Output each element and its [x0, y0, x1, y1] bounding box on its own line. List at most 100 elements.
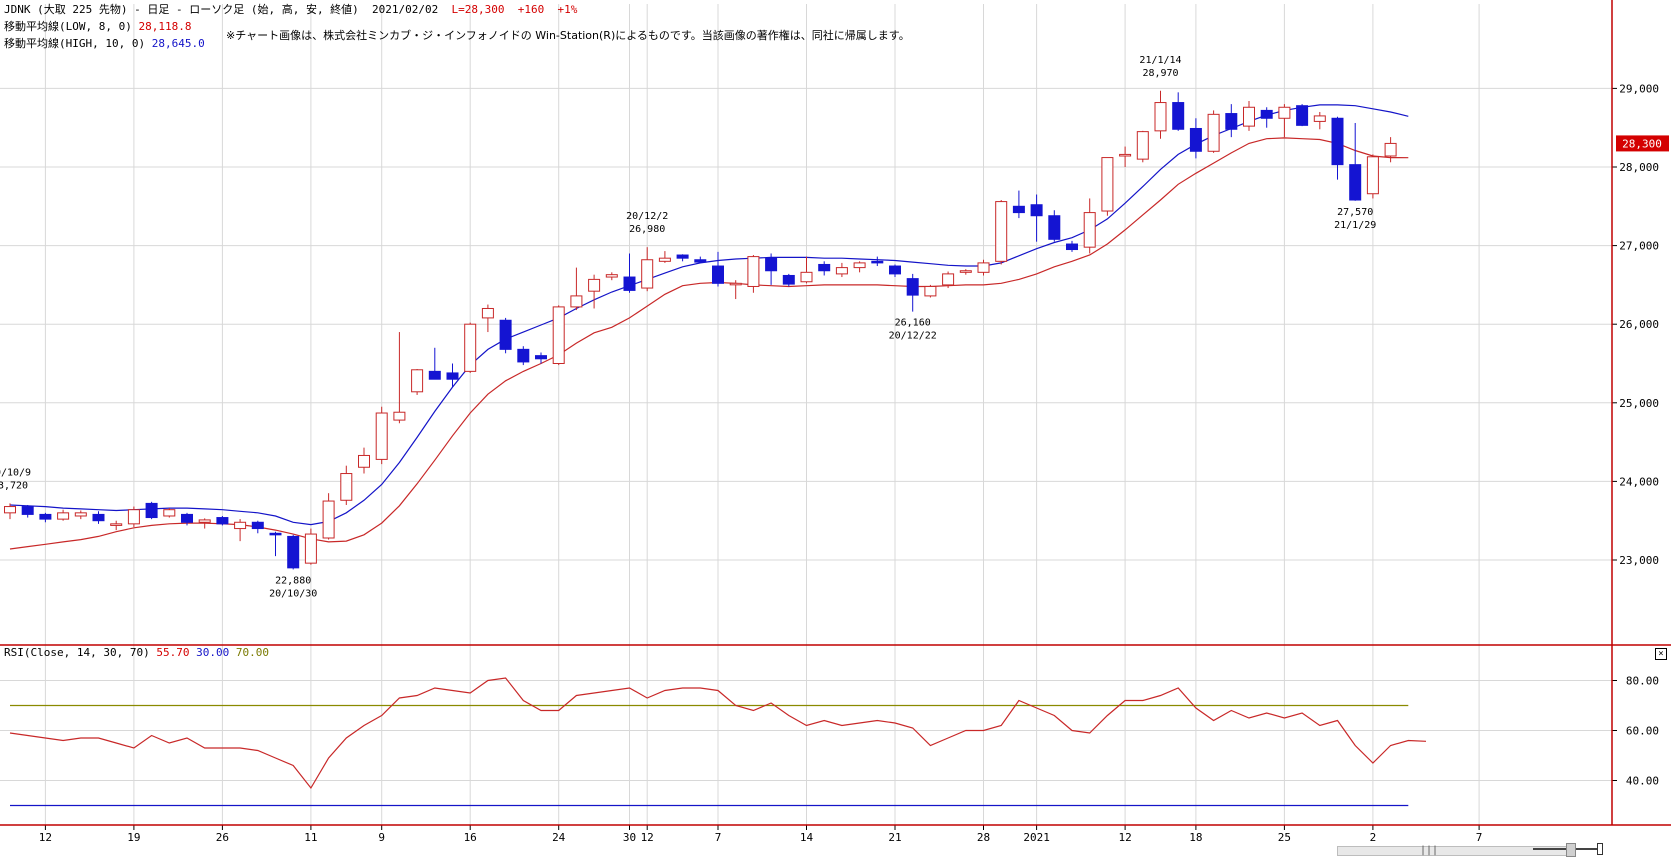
candle-body: [995, 201, 1008, 262]
candle-body: [428, 370, 441, 380]
zoom-slider-knob[interactable]: [1597, 843, 1603, 855]
candle-body: [1048, 215, 1061, 240]
candle-body: [1136, 131, 1149, 160]
candle-body: [1066, 243, 1078, 251]
candle-body: [1101, 157, 1114, 212]
candle: [747, 255, 760, 293]
peak-value-label: 23,720: [0, 480, 28, 491]
candle-body: [977, 262, 990, 273]
candle-body: [358, 454, 370, 468]
candle: [552, 305, 565, 366]
candle-body: [216, 517, 229, 525]
candle: [1189, 118, 1202, 159]
close-panel-icon[interactable]: ×: [1655, 648, 1667, 660]
candle: [623, 253, 636, 293]
chart-title: JDNK (大取 225 先物) - 日足 - ローソク足 (始, 高, 安, …: [4, 3, 577, 17]
candle: [375, 406, 388, 465]
copyright-notice: ※チャート画像は、株式会社ミンカブ・ジ・インフォノイドの Win-Station…: [226, 29, 910, 42]
candle-body: [765, 257, 778, 272]
candle-body: [818, 263, 831, 272]
candle-body: [1030, 204, 1043, 217]
candle: [942, 271, 955, 289]
trough-date-label: 21/1/29: [1334, 220, 1376, 231]
time-tick-label: 7: [715, 831, 722, 844]
candle: [835, 262, 848, 278]
candle: [871, 256, 884, 267]
peak-value-label: 26,980: [629, 224, 665, 235]
candle: [446, 363, 459, 388]
candle: [605, 272, 618, 281]
candle: [198, 518, 211, 529]
candle-body: [889, 265, 901, 275]
candle: [1101, 157, 1114, 216]
time-tick-label: 28: [977, 831, 990, 844]
time-tick-label: 26: [216, 831, 229, 844]
candle-body: [658, 257, 671, 262]
candle: [428, 347, 441, 380]
candle: [1119, 146, 1132, 167]
candle: [234, 519, 247, 542]
ma-high-value: 28,645.0: [151, 37, 205, 50]
candle: [1313, 111, 1326, 130]
candle: [322, 493, 335, 540]
candle: [127, 506, 140, 527]
peak-date-label: 21/1/14: [1139, 55, 1181, 66]
candle: [92, 511, 105, 524]
price-tick-label: 24,000: [1619, 475, 1659, 488]
time-tick-label: 24: [552, 831, 566, 844]
candle-body: [145, 502, 158, 519]
candle: [1278, 104, 1291, 138]
candle: [588, 274, 601, 309]
candle-body: [92, 513, 105, 522]
time-tick-label: 18: [1189, 831, 1202, 844]
candle-body: [1366, 156, 1379, 195]
candle: [1083, 198, 1096, 254]
candle: [287, 534, 300, 570]
candle: [977, 259, 990, 276]
candle: [906, 273, 919, 312]
candle-body: [1296, 105, 1309, 126]
candle-body: [1225, 113, 1238, 130]
candle-body: [835, 267, 848, 275]
candle-body: [1313, 115, 1326, 122]
candle-body: [446, 372, 459, 380]
candle-body: [729, 282, 742, 286]
candle: [269, 531, 282, 557]
candle: [57, 509, 70, 521]
time-tick-label: 25: [1278, 831, 1291, 844]
candle: [535, 352, 547, 364]
time-tick-label: 21: [888, 831, 901, 844]
candle: [1136, 130, 1149, 163]
candle: [782, 273, 795, 287]
candle: [39, 512, 52, 523]
candle-body: [110, 523, 123, 526]
candle: [163, 508, 176, 518]
candle-body: [21, 506, 34, 515]
rsi-tick-label: 80.00: [1626, 675, 1659, 688]
scroll-right-button[interactable]: [1566, 843, 1576, 857]
candle: [464, 322, 477, 373]
scrollbar-grip[interactable]: |||: [1420, 845, 1439, 856]
candle-body: [535, 355, 547, 360]
candle-body: [1083, 212, 1096, 248]
trough-date-label: 20/12/22: [889, 331, 937, 342]
trough-value-label: 27,570: [1337, 207, 1373, 218]
candle: [641, 247, 654, 292]
ma-low-label: 移動平均線(LOW, 8, 0): [4, 20, 132, 33]
last-price-text: L=28,300 +160 +1%: [451, 3, 578, 16]
candle: [1207, 110, 1220, 153]
candle: [517, 346, 530, 366]
rsi-upper-value: 70.00: [235, 646, 269, 659]
candle: [658, 251, 671, 263]
candle: [1331, 116, 1344, 180]
ma-low-line: [9, 137, 1409, 550]
candle: [694, 256, 707, 263]
price-tick-label: 27,000: [1619, 240, 1659, 253]
ma-low-value: 28,118.8: [138, 20, 192, 33]
candle: [853, 261, 866, 273]
rsi-label: RSI(Close, 14, 30, 70): [4, 646, 150, 659]
rsi-legend: RSI(Close, 14, 30, 70) 55.70 30.00 70.00: [4, 646, 269, 660]
candle-body: [393, 411, 406, 421]
candle-body: [623, 276, 636, 291]
